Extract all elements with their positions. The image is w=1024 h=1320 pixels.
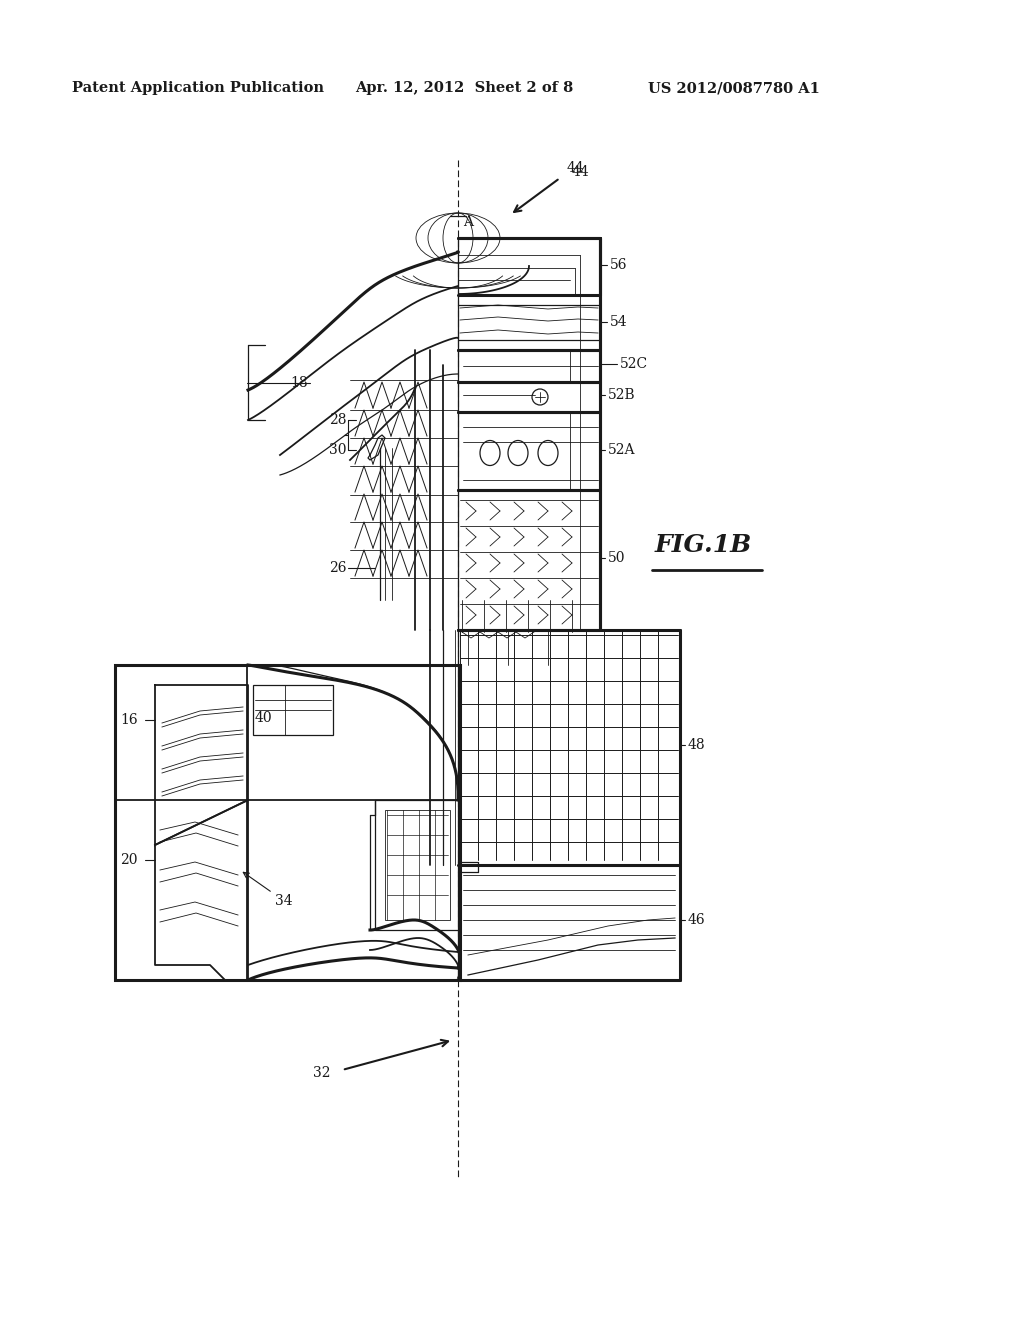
Text: US 2012/0087780 A1: US 2012/0087780 A1	[648, 81, 820, 95]
Text: 40: 40	[255, 711, 272, 725]
Text: 28: 28	[330, 413, 347, 426]
Text: 34: 34	[244, 873, 293, 908]
Text: 18: 18	[291, 376, 308, 389]
Text: 46: 46	[688, 913, 706, 927]
Text: FIG.1B: FIG.1B	[655, 533, 753, 557]
Text: Apr. 12, 2012  Sheet 2 of 8: Apr. 12, 2012 Sheet 2 of 8	[355, 81, 573, 95]
Text: Patent Application Publication: Patent Application Publication	[72, 81, 324, 95]
Text: 32: 32	[312, 1067, 330, 1080]
Text: 16: 16	[120, 713, 137, 727]
Bar	[115, 665, 460, 979]
Text: 20: 20	[120, 853, 137, 867]
Bar	[253, 685, 333, 735]
Text: 56: 56	[610, 257, 628, 272]
Text: 54: 54	[610, 315, 628, 329]
Text: 52B: 52B	[608, 388, 636, 403]
Text: 48: 48	[688, 738, 706, 752]
Text: 30: 30	[330, 444, 347, 457]
Text: 52C: 52C	[620, 356, 648, 371]
Bar	[385, 810, 450, 920]
Text: 44: 44	[572, 165, 590, 180]
Text: 50: 50	[608, 550, 626, 565]
Text: 26: 26	[330, 561, 347, 576]
Text: 52A: 52A	[608, 444, 636, 457]
Text: A: A	[463, 215, 473, 228]
Bar	[375, 800, 460, 931]
Text: 44: 44	[567, 161, 585, 176]
